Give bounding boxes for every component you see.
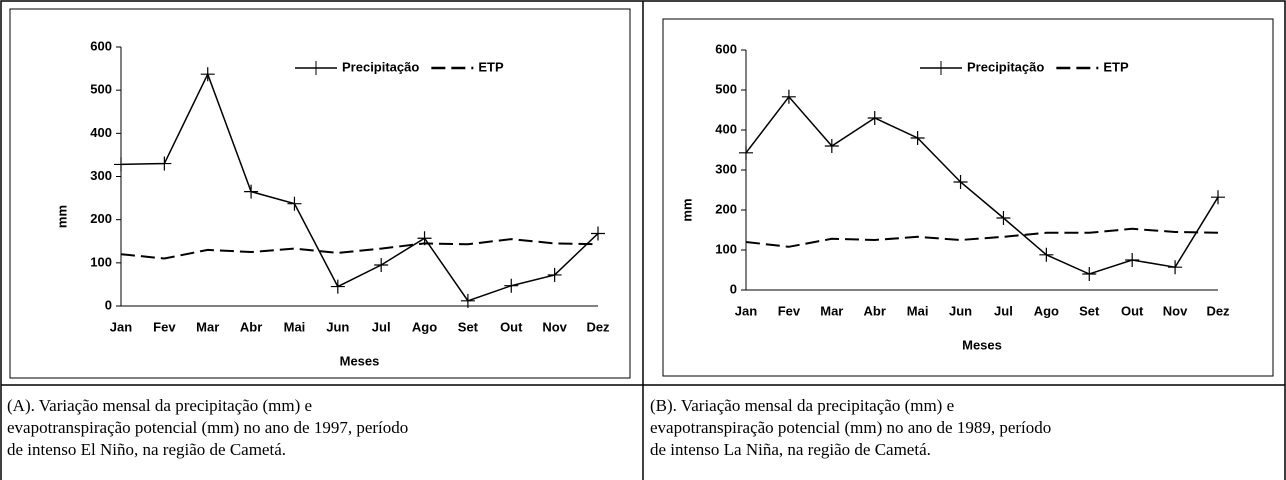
data-point	[824, 139, 839, 153]
y-tick-label: 200	[715, 201, 737, 216]
data-point	[1168, 260, 1183, 275]
x-tick-label: Jul	[372, 319, 391, 334]
x-tick-label: Set	[458, 319, 479, 334]
y-tick-label: 300	[715, 161, 737, 176]
data-point	[504, 278, 519, 293]
y-tick-label: 0	[730, 281, 737, 296]
y-tick-label: 600	[90, 38, 112, 53]
series-line	[745, 227, 1219, 248]
series-line	[120, 72, 599, 302]
y-tick-label: 100	[90, 254, 112, 269]
x-tick-label: Fev	[778, 303, 801, 318]
x-tick-label: Set	[1079, 303, 1100, 318]
y-axis-label: mm	[54, 205, 69, 228]
data-point	[547, 267, 562, 282]
data-point	[953, 175, 968, 189]
x-tick-label: Ago	[1034, 303, 1059, 318]
x-tick-label: Nov	[542, 319, 567, 334]
data-point	[114, 157, 128, 172]
data-point	[460, 293, 475, 308]
y-tick-label: 600	[715, 41, 737, 56]
data-point	[330, 279, 345, 294]
y-tick-label: 400	[90, 125, 112, 140]
x-tick-label: Out	[500, 319, 523, 334]
x-tick-label: Jul	[994, 303, 1013, 318]
x-tick-label: Mar	[196, 319, 219, 334]
x-tick-label: Mar	[820, 303, 843, 318]
y-tick-label: 500	[90, 82, 112, 97]
x-tick-label: Ago	[412, 319, 437, 334]
series-line	[745, 95, 1219, 275]
data-point	[157, 156, 172, 171]
data-point	[867, 111, 882, 125]
y-tick-label: 300	[90, 168, 112, 183]
x-tick-label: Nov	[1163, 303, 1188, 318]
x-tick-label: Abr	[240, 319, 262, 334]
x-tick-label: Dez	[586, 319, 610, 334]
data-point	[591, 226, 605, 241]
y-axis-label: mm	[679, 198, 694, 221]
chart-frame	[9, 8, 631, 379]
data-point	[244, 184, 259, 199]
data-point	[739, 145, 753, 160]
caption: (B). Variação mensal da precipitação (mm…	[650, 396, 1052, 459]
legend-label: ETP	[1103, 59, 1129, 74]
x-tick-label: Dez	[1206, 303, 1230, 318]
y-tick-label: 400	[715, 121, 737, 136]
x-axis-label: Meses	[340, 353, 380, 368]
x-tick-label: Jun	[326, 319, 349, 334]
caption: (A). Variação mensal da precipitação (mm…	[7, 396, 409, 459]
data-point	[1039, 247, 1054, 262]
data-point	[287, 196, 302, 211]
data-point	[781, 89, 796, 104]
x-tick-label: Mai	[284, 319, 306, 334]
legend-marker	[309, 61, 323, 75]
data-point	[374, 257, 389, 272]
y-tick-label: 0	[105, 297, 112, 312]
legend-label: ETP	[478, 59, 504, 74]
chart-frame	[662, 18, 1274, 377]
series-line	[120, 238, 599, 260]
y-tick-label: 200	[90, 211, 112, 226]
x-tick-label: Out	[1121, 303, 1144, 318]
data-point	[200, 67, 215, 82]
x-tick-label: Fev	[153, 319, 176, 334]
x-tick-label: Jan	[110, 319, 132, 334]
x-tick-label: Abr	[864, 303, 886, 318]
data-point	[910, 131, 925, 145]
data-point	[996, 211, 1011, 225]
legend-marker	[934, 61, 948, 75]
data-point	[1082, 267, 1097, 281]
legend-label: Precipitação	[342, 59, 419, 74]
y-tick-label: 500	[715, 81, 737, 96]
data-point	[1125, 253, 1140, 267]
data-point	[1211, 190, 1225, 205]
legend-label: Precipitação	[967, 59, 1044, 74]
y-tick-label: 100	[715, 241, 737, 256]
x-tick-label: Jun	[949, 303, 972, 318]
x-tick-label: Jan	[735, 303, 757, 318]
x-tick-label: Mai	[907, 303, 929, 318]
x-axis-label: Meses	[962, 337, 1002, 352]
